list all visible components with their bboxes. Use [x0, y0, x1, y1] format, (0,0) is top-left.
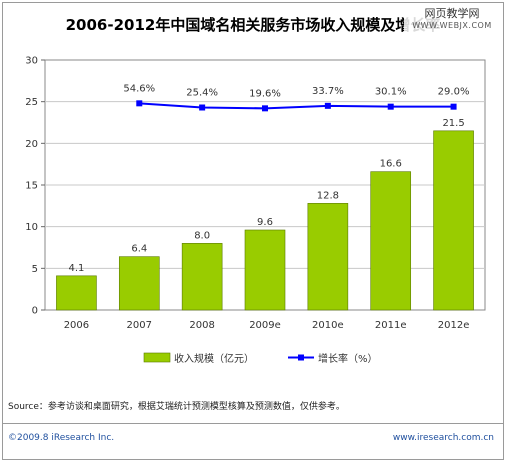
source-note: Source：参考访谈和桌面研究，根据艾瑞统计预测模型核算及预测数值，仅供参考。 — [8, 402, 345, 412]
legend-line-label: 增长率（%） — [318, 352, 378, 365]
x-tick-label: 2007 — [127, 320, 152, 331]
copyright: ©2009.8 iResearch Inc. — [8, 433, 115, 443]
growth-marker — [136, 100, 143, 107]
watermark-line1: 网页教学网 — [424, 7, 480, 20]
watermark-line2: WWW.WEBJX.COM — [412, 21, 492, 30]
legend-bar-label: 收入规模（亿元） — [174, 352, 254, 365]
chart-title: 2006-2012年中国域名相关服务市场收入规模及增长率 — [65, 16, 441, 34]
y-tick-label: 30 — [25, 56, 38, 67]
bar-value-label: 4.1 — [68, 263, 84, 274]
growth-value-label: 33.7% — [312, 86, 344, 97]
growth-value-label: 25.4% — [186, 88, 218, 99]
bar-value-label: 12.8 — [317, 190, 339, 201]
legend-bar-swatch — [143, 352, 171, 363]
y-tick-label: 10 — [25, 222, 38, 233]
bar-value-label: 8.0 — [194, 230, 210, 241]
x-tick-label: 2012e — [438, 320, 470, 331]
y-tick-label: 0 — [32, 306, 38, 317]
bar-value-label: 6.4 — [131, 244, 147, 255]
bar-value-label: 21.5 — [442, 118, 464, 129]
bar — [56, 275, 97, 311]
y-tick-label: 15 — [25, 181, 38, 192]
bar — [433, 130, 474, 311]
growth-marker — [324, 102, 331, 109]
bar — [307, 203, 349, 311]
y-tick-label: 20 — [25, 139, 38, 150]
x-tick-label: 2011e — [375, 320, 407, 331]
growth-marker — [199, 104, 206, 111]
growth-value-label: 19.6% — [249, 88, 281, 99]
growth-line — [139, 102, 454, 110]
x-tick-label: 2009e — [249, 320, 281, 331]
x-tick-label: 2006 — [64, 320, 89, 331]
growth-marker — [387, 103, 394, 110]
bar-value-label: 16.6 — [380, 159, 402, 170]
watermark: 网页教学网 WWW.WEBJX.COM — [404, 8, 500, 32]
bar — [370, 171, 412, 311]
footer-divider — [3, 423, 503, 424]
x-tick-label: 2010e — [312, 320, 344, 331]
growth-value-label: 30.1% — [375, 87, 407, 98]
bar-value-label: 9.6 — [257, 217, 273, 228]
bar — [118, 256, 160, 311]
y-tick-label: 25 — [25, 97, 38, 108]
bar — [244, 229, 286, 311]
growth-value-label: 54.6% — [123, 83, 155, 94]
growth-marker — [450, 103, 457, 110]
x-tick-label: 2008 — [189, 320, 214, 331]
legend-line-marker — [298, 354, 304, 361]
growth-value-label: 29.0% — [438, 87, 470, 98]
growth-marker — [262, 105, 268, 112]
y-tick-label: 5 — [32, 264, 38, 275]
bar — [181, 243, 223, 311]
website-link[interactable]: www.iresearch.com.cn — [392, 433, 494, 443]
